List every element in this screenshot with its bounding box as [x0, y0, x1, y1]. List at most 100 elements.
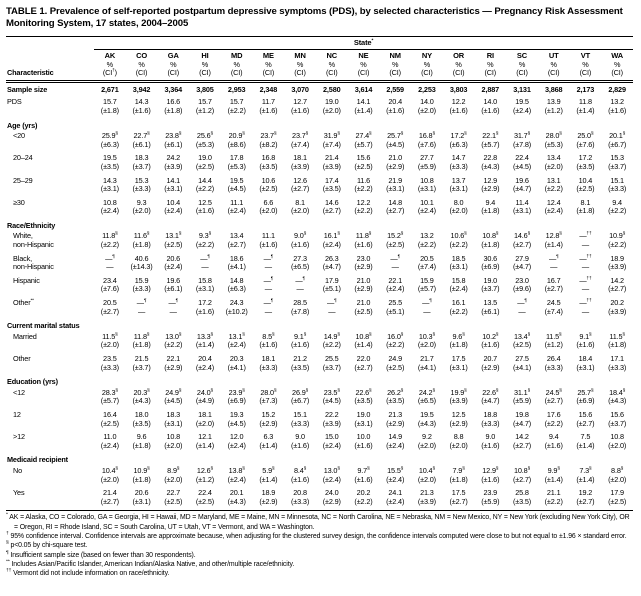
row-label: 25–29: [13, 175, 33, 185]
table-row-sample-size: Sample size 2,671 3,942 3,364 3,805 2,953 2,34…: [6, 82, 633, 98]
data-cell: 10.2§ (±1.6): [481, 331, 500, 350]
state-column-header-mn: MN% (CI): [284, 49, 316, 84]
data-cell: 14.1 (±1.4): [354, 97, 373, 116]
data-cell: 15.0 (±2.4): [322, 431, 341, 450]
data-cell: —¶ —: [422, 297, 432, 316]
state-column-header-md: MD% (CI): [220, 49, 253, 84]
data-cell: 11.5§ (±1.8): [608, 331, 627, 350]
data-cell: —¶ —: [105, 253, 115, 272]
header-spacer: [6, 36, 94, 49]
data-cell: 6.6 (±2.0): [259, 197, 278, 216]
section-label: Current marital status: [7, 321, 80, 331]
data-cell: 15.5§ (±2.4): [386, 465, 405, 484]
data-cell: 14.2 (±2.7): [608, 275, 627, 294]
data-cell: 3,364: [164, 84, 183, 94]
footnote-3: § p<0.05 by chi-square test.: [6, 541, 88, 550]
section-label: Race/Ethnicity: [7, 221, 56, 231]
data-cell: 17.2§ (±6.3): [449, 130, 468, 150]
data-cell: —¶ —: [517, 297, 527, 316]
data-cell: 20.7 (±2.9): [481, 353, 500, 372]
data-cell: 25.5 (±3.7): [322, 353, 341, 372]
footnote-marker: *: [6, 513, 8, 519]
data-cell: 13.2 (±2.2): [417, 231, 436, 250]
table-row-other: Other** 20.5 (±2.7) —¶ — —¶ — 17.2 (±1.6) 24.3 (±1…: [6, 298, 633, 320]
row-label: PDS: [7, 97, 22, 107]
data-cell: 15.2§ (±2.5): [386, 231, 405, 250]
data-cell: 28.0§ (±5.3): [544, 130, 563, 150]
row-label: >12: [13, 431, 25, 441]
data-cell: 9.6 (±1.8): [132, 431, 151, 450]
data-cell: 14.2 (±2.7): [512, 431, 532, 450]
section-row-medicaid-recipient: Medicaid recipient: [6, 454, 633, 466]
data-cell: 13.7 (±3.1): [449, 175, 468, 194]
data-cell: 15.6 (±2.7): [576, 409, 595, 428]
data-cell: 22.8 (±4.3): [481, 153, 500, 172]
state-column-header-nc: NC% (CI): [315, 49, 348, 84]
data-cell: 11.8 (±1.4): [576, 97, 595, 116]
data-cell: 15.7 (±2.2): [227, 97, 246, 116]
data-cell: 19.0 (±3.1): [354, 409, 373, 428]
data-cell: 8.9§ (±2.0): [164, 465, 183, 484]
data-cell: 15.7 (±1.2): [195, 97, 215, 116]
footnote-marker: ††: [6, 568, 12, 574]
table-header: State* Characteristic AK% (CI†) CO% (CI) GA% (C…: [6, 36, 633, 84]
data-cell: 11.6 (±2.2): [354, 175, 373, 194]
data-cell: 14.9 (±2.4): [386, 431, 405, 450]
data-cell: 10.8 (±3.1): [417, 175, 436, 194]
data-cell: 10.8 (±2.4): [100, 197, 119, 216]
data-cell: 11.7 (±1.6): [259, 97, 278, 116]
data-cell: 19.6 (±6.1): [164, 275, 183, 294]
data-cell: 19.8 (±4.7): [512, 409, 532, 428]
data-cell: 18.1 (±2.0): [195, 409, 215, 428]
data-cell: —¶ —: [263, 297, 274, 316]
data-cell: 5.9§ (±1.4): [259, 465, 278, 484]
data-cell: 7.5 (±1.4): [576, 431, 595, 450]
data-cell: 19.0 (±2.5): [195, 153, 215, 172]
state-column-header-ga: GA% (CI): [157, 49, 190, 84]
data-cell: 21.3 (±2.9): [386, 409, 405, 428]
data-cell: 25.7§ (±6.9): [576, 387, 595, 406]
data-cell: 12.5 (±2.9): [449, 409, 468, 428]
data-cell: 7.3§ (±1.4): [576, 465, 595, 484]
data-cell: 20.1§ (±6.7): [608, 130, 627, 150]
data-cell: 15.8 (±2.4): [449, 275, 468, 294]
data-cell: 21.5 (±3.7): [132, 353, 151, 372]
data-cell: 20.4 (±2.4): [195, 353, 215, 372]
data-cell: —¶ —: [168, 297, 179, 316]
row-label: ≥30: [13, 197, 25, 207]
data-cell: 14.1 (±3.1): [164, 175, 183, 194]
data-cell: 10.1 (±2.4): [417, 197, 436, 216]
data-cell: 15.8 (±3.1): [195, 275, 215, 294]
state-abbr: AK: [104, 50, 116, 60]
data-cell: 10.8 (±2.0): [164, 431, 183, 450]
data-cell: 8.4§ (±1.6): [291, 465, 310, 484]
data-cell: 28.5 (±7.8): [291, 297, 310, 316]
data-cell: 31.7§ (±7.8): [512, 130, 532, 150]
data-cell: 14.4 (±2.2): [195, 175, 215, 194]
data-cell: 3,803: [449, 84, 468, 94]
data-cell: 8.5§ (±1.6): [259, 331, 278, 350]
data-cell: 16.0§ (±2.2): [386, 331, 405, 350]
data-cell: 17.9 (±2.5): [608, 487, 627, 506]
data-cell: —¶ —: [263, 275, 274, 294]
table-row-other: Other 23.5 (±3.3) 21.5 (±3.7) 22.1 (±2.9) 20.4(…: [6, 354, 633, 376]
state-abbr: WA: [611, 50, 624, 60]
data-cell: 12.9§ (±1.6): [481, 465, 500, 484]
footnote-marker: §: [6, 541, 9, 546]
data-cell: 21.0 (±2.9): [386, 153, 405, 172]
data-cell: 10.8§ (±2.7): [512, 465, 532, 484]
table-row-white: White, non-Hispanic 11.8§ (±2.2) 11.6§ (±1.8)…: [6, 231, 633, 253]
state-column-header-ne: NE% (CI): [347, 49, 380, 84]
footnote-4: ¶ Insufficient sample size (based on few…: [6, 550, 196, 559]
data-cell: 10.4§ (±2.0): [100, 465, 119, 484]
data-cell: 12.2 (±2.2): [354, 197, 373, 216]
state-abbr: NE: [358, 50, 369, 60]
data-cell: 19.5 (±2.4): [512, 97, 532, 116]
data-cell: 24.9§ (±4.5): [164, 387, 183, 406]
data-cell: 8.8§ (±2.0): [608, 465, 627, 484]
data-cell: 26.3 (±4.7): [322, 253, 341, 272]
data-cell: 20.5 (±7.4): [417, 253, 436, 272]
data-cell: 28.3§ (±5.7): [100, 387, 119, 406]
data-cell: 8.1 (±2.0): [291, 197, 310, 216]
data-cell: 31.1§ (±5.9): [512, 387, 532, 406]
